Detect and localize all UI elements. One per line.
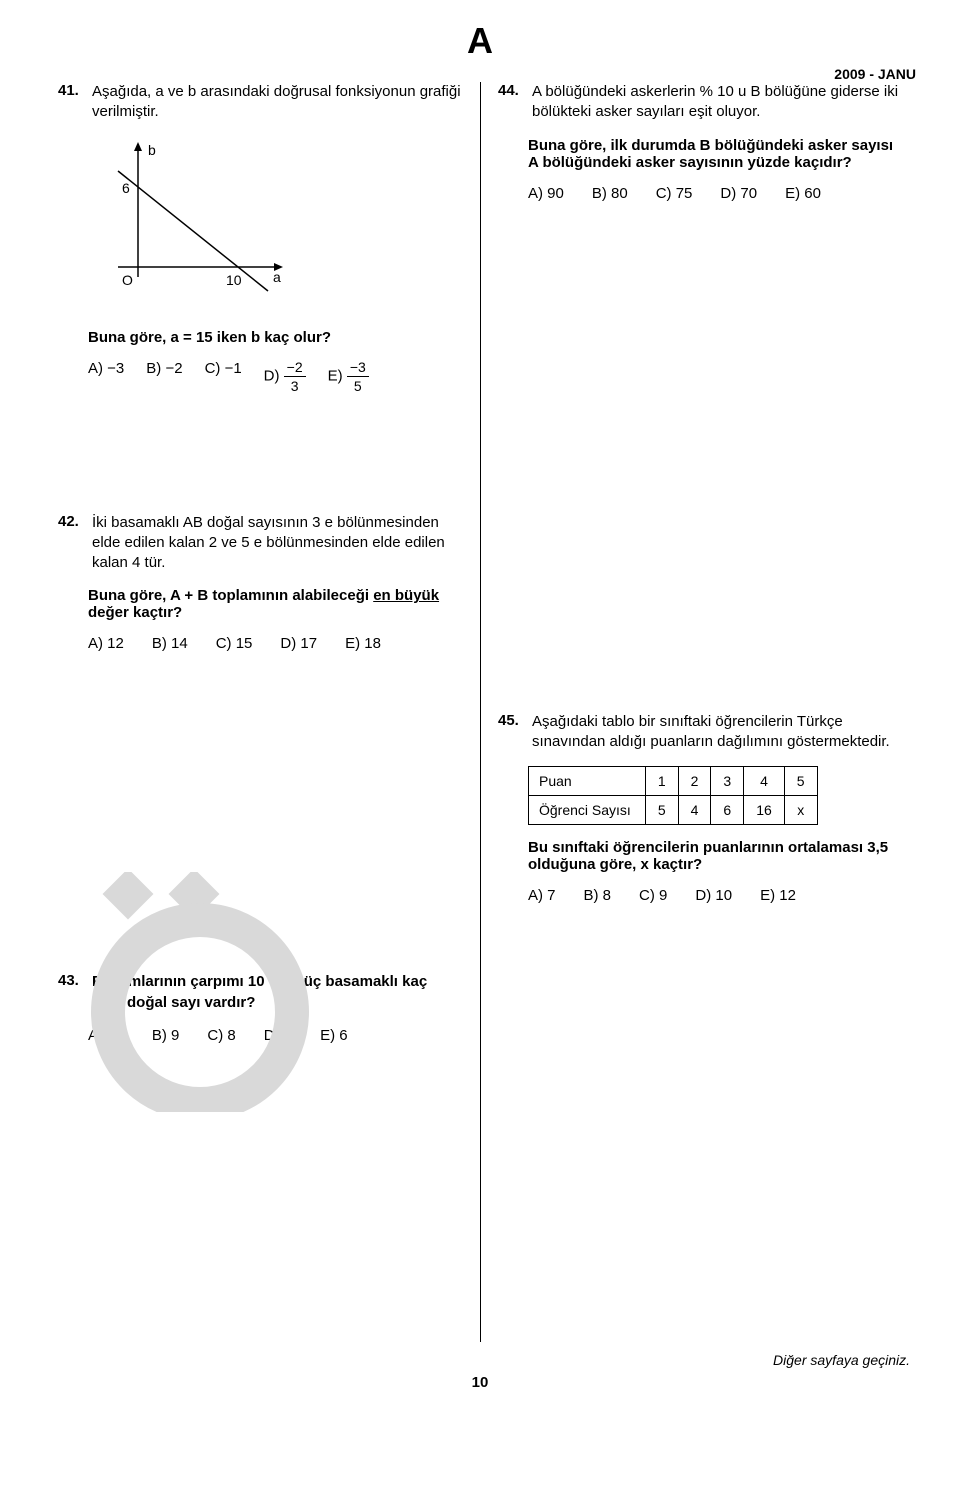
question-41: 41. Aşağıda, a ve b arasındaki doğrusal … <box>58 82 462 393</box>
x-tick-10: 10 <box>226 272 242 288</box>
q44-choice-d: D) 70 <box>720 185 757 202</box>
q42-ask: Buna göre, A + B toplamının alabileceği … <box>88 587 462 621</box>
q43-number: 43. <box>58 972 84 989</box>
q45-number: 45. <box>498 712 524 729</box>
q45-table: Puan 1 2 3 4 5 Öğrenci Sayısı 5 4 6 16 x <box>528 766 818 825</box>
question-44: 44. A bölüğündeki askerlerin % 10 u B bö… <box>498 82 902 202</box>
row1-label: Puan <box>529 767 646 796</box>
q43-text: Rakamlarının çarpımı 10 olan üç basamakl… <box>92 972 462 1013</box>
q41-number: 41. <box>58 82 84 99</box>
q45-choice-a: A) 7 <box>528 887 556 904</box>
q41-choice-b: B) −2 <box>146 360 182 393</box>
q42-choice-c: C) 15 <box>216 635 253 652</box>
q41-choice-e: E) −35 <box>328 360 369 393</box>
q44-choices: A) 90 B) 80 C) 75 D) 70 E) 60 <box>528 185 902 202</box>
page-footer: Diğer sayfaya geçiniz. 10 <box>40 1352 920 1391</box>
q45-choice-c: C) 9 <box>639 887 667 904</box>
q45-choice-b: B) 8 <box>584 887 612 904</box>
q44-ask: Buna göre, ilk durumda B bölüğündeki ask… <box>528 137 902 171</box>
q41-choice-a: A) −3 <box>88 360 124 393</box>
q44-choice-e: E) 60 <box>785 185 821 202</box>
q45-choices: A) 7 B) 8 C) 9 D) 10 E) 12 <box>528 887 902 904</box>
page-number: 10 <box>40 1374 920 1391</box>
question-45: 45. Aşağıdaki tablo bir sınıftaki öğrenc… <box>498 712 902 905</box>
q41-ask: Buna göre, a = 15 iken b kaç olur? <box>88 329 462 346</box>
booklet-letter: A <box>40 20 920 62</box>
q44-text: A bölüğündeki askerlerin % 10 u B bölüğü… <box>532 82 902 123</box>
q41-graph: b 6 a 10 O <box>98 137 462 311</box>
table-row: Öğrenci Sayısı 5 4 6 16 x <box>529 796 818 825</box>
q45-ask: Bu sınıftaki öğrencilerin puanlarının or… <box>528 839 902 873</box>
row2-label: Öğrenci Sayısı <box>529 796 646 825</box>
q43-choice-a: A) 10 <box>88 1027 124 1044</box>
left-column: 41. Aşağıda, a ve b arasındaki doğrusal … <box>40 82 480 1342</box>
q43-choices: A) 10 B) 9 C) 8 D) 7 E) 6 <box>88 1027 462 1044</box>
q43-choice-e: E) 6 <box>320 1027 348 1044</box>
q43-choice-c: C) 8 <box>207 1027 235 1044</box>
q44-choice-b: B) 80 <box>592 185 628 202</box>
q42-choice-d: D) 17 <box>280 635 317 652</box>
q42-number: 42. <box>58 513 84 530</box>
q43-choice-b: B) 9 <box>152 1027 180 1044</box>
right-column: 44. A bölüğündeki askerlerin % 10 u B bö… <box>480 82 920 1342</box>
q42-choice-a: A) 12 <box>88 635 124 652</box>
q41-choice-d: D) −23 <box>264 360 306 393</box>
footer-note: Diğer sayfaya geçiniz. <box>40 1352 920 1368</box>
q43-choice-d: D) 7 <box>264 1027 292 1044</box>
q41-choice-c: C) −1 <box>205 360 242 393</box>
q42-choice-e: E) 18 <box>345 635 381 652</box>
table-row: Puan 1 2 3 4 5 <box>529 767 818 796</box>
q41-choices: A) −3 B) −2 C) −1 D) −23 <box>88 360 462 393</box>
axis-a-label: a <box>273 269 281 285</box>
column-divider <box>480 82 481 1342</box>
q45-choice-e: E) 12 <box>760 887 796 904</box>
two-column-layout: 41. Aşağıda, a ve b arasındaki doğrusal … <box>40 82 920 1342</box>
q45-choice-d: D) 10 <box>695 887 732 904</box>
exam-page: A 2009 - JANU 41. Aşağıda, a ve b arasın… <box>0 0 960 1421</box>
q44-number: 44. <box>498 82 524 99</box>
year-label: 2009 - JANU <box>40 66 920 82</box>
q44-choice-a: A) 90 <box>528 185 564 202</box>
origin-label: O <box>122 272 133 288</box>
question-42: 42. İki basamaklı AB doğal sayısının 3 e… <box>58 513 462 653</box>
question-43: 43. Rakamlarının çarpımı 10 olan üç basa… <box>58 972 462 1044</box>
q44-choice-c: C) 75 <box>656 185 693 202</box>
axis-b-label: b <box>148 142 156 158</box>
q45-text: Aşağıdaki tablo bir sınıftaki öğrenciler… <box>532 712 902 753</box>
q42-choices: A) 12 B) 14 C) 15 D) 17 E) 18 <box>88 635 462 652</box>
q41-text: Aşağıda, a ve b arasındaki doğrusal fonk… <box>92 82 462 123</box>
y-tick-6: 6 <box>122 180 130 196</box>
q42-text: İki basamaklı AB doğal sayısının 3 e böl… <box>92 513 462 574</box>
q42-choice-b: B) 14 <box>152 635 188 652</box>
